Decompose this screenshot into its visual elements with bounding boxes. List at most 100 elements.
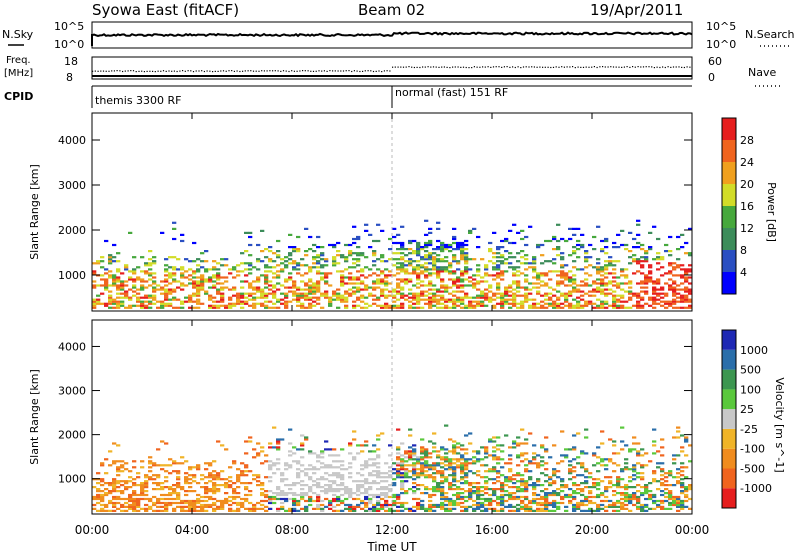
- heatmap-cell: [432, 272, 437, 275]
- heatmap-cell: [92, 302, 97, 305]
- heatmap-cell: [340, 296, 345, 299]
- heatmap-cell: [324, 505, 329, 508]
- heatmap-cell: [656, 292, 661, 295]
- heatmap-cell: [644, 274, 649, 277]
- heatmap-cell: [188, 490, 193, 493]
- heatmap-cell: [216, 262, 221, 265]
- heatmap-cell: [136, 296, 141, 299]
- heatmap-cell: [632, 436, 637, 439]
- heatmap-cell: [116, 300, 121, 303]
- heatmap-cell: [472, 296, 477, 299]
- heatmap-cell: [316, 456, 321, 459]
- heatmap-cell: [396, 493, 401, 497]
- nave-point: [517, 66, 519, 68]
- heatmap-cell: [676, 258, 681, 261]
- heatmap-cell: [364, 490, 369, 493]
- heatmap-cell: [664, 294, 669, 297]
- heatmap-cell: [468, 432, 473, 435]
- heatmap-cell: [428, 507, 433, 510]
- heatmap-cell: [656, 237, 661, 241]
- heatmap-cell: [340, 280, 345, 283]
- heatmap-cell: [452, 302, 457, 305]
- heatmap-cell: [108, 302, 113, 305]
- heatmap-cell: [684, 298, 689, 301]
- heatmap-cell: [420, 272, 425, 275]
- heatmap-cell: [504, 484, 509, 487]
- heatmap-cell: [160, 280, 165, 283]
- heatmap-cell: [388, 476, 393, 479]
- heatmap-cell: [404, 264, 409, 267]
- heatmap-cell: [264, 490, 269, 493]
- heatmap-cell: [576, 243, 581, 247]
- heatmap-cell: [560, 276, 565, 279]
- heatmap-cell: [212, 497, 217, 501]
- heatmap-cell: [540, 272, 545, 275]
- heatmap-cell: [124, 482, 129, 485]
- heatmap-cell: [168, 492, 173, 495]
- heatmap-cell: [492, 274, 497, 277]
- heatmap-cell: [200, 278, 205, 281]
- heatmap-cell: [316, 280, 321, 283]
- heatmap-cell: [164, 497, 169, 501]
- heatmap-cell: [484, 450, 489, 453]
- heatmap-cell: [212, 488, 217, 491]
- heatmap-cell: [236, 486, 241, 489]
- heatmap-cell: [172, 278, 177, 281]
- heatmap-cell: [448, 509, 453, 512]
- heatmap-cell: [464, 507, 469, 510]
- heatmap-cell: [620, 507, 625, 510]
- heatmap-cell: [412, 452, 417, 455]
- heatmap-cell: [596, 304, 601, 307]
- nave-point: [113, 70, 115, 72]
- heatmap-cell: [520, 294, 525, 297]
- heatmap-cell: [440, 470, 445, 473]
- heatmap-cell: [284, 497, 289, 501]
- heatmap-cell: [392, 493, 397, 497]
- x-axis-ticks: 00:00 04:00 08:00 12:00 16:00 20:00 00:00: [75, 113, 709, 537]
- heatmap-cell: [572, 482, 577, 485]
- heatmap-cell: [316, 495, 321, 499]
- heatmap-cell: [672, 268, 677, 271]
- heatmap-cell: [476, 452, 481, 455]
- heatmap-cell: [376, 495, 381, 499]
- heatmap-cell: [348, 493, 353, 497]
- heatmap-cell: [660, 446, 665, 449]
- heatmap-cell: [212, 503, 217, 507]
- heatmap-cell: [304, 507, 309, 510]
- heatmap-cell: [312, 492, 317, 495]
- heatmap-cell: [200, 503, 205, 507]
- heatmap-cell: [292, 497, 297, 501]
- heatmap-cell: [476, 497, 481, 501]
- heatmap-cell: [464, 278, 469, 281]
- heatmap-cell: [264, 505, 269, 508]
- heatmap-cell: [244, 300, 249, 303]
- heatmap-cell: [484, 452, 489, 455]
- heatmap-cell: [152, 478, 157, 481]
- heatmap-cell: [600, 302, 605, 305]
- heatmap-cell: [600, 464, 605, 467]
- heatmap-cell: [492, 278, 497, 281]
- heatmap-cell: [660, 454, 665, 457]
- heatmap-cell: [448, 497, 453, 501]
- heatmap-cell: [100, 464, 105, 467]
- heatmap-cell: [404, 450, 409, 453]
- heatmap-cell: [228, 476, 233, 479]
- heatmap-cell: [164, 274, 169, 277]
- heatmap-cell: [364, 256, 369, 259]
- heatmap-cell: [256, 507, 261, 510]
- heatmap-cell: [212, 482, 217, 485]
- freq-trace: [92, 66, 692, 77]
- heatmap-cell: [460, 501, 465, 505]
- heatmap-cell: [636, 258, 641, 261]
- heatmap-cell: [264, 304, 269, 307]
- heatmap-cell: [416, 241, 421, 245]
- colorbar-swatch: [722, 162, 736, 184]
- heatmap-cell: [120, 509, 125, 512]
- heatmap-cell: [452, 501, 457, 505]
- heatmap-cell: [384, 462, 389, 465]
- heatmap-cell: [276, 274, 281, 277]
- heatmap-cell: [444, 448, 449, 451]
- heatmap-cell: [508, 462, 513, 465]
- heatmap-cell: [264, 248, 269, 251]
